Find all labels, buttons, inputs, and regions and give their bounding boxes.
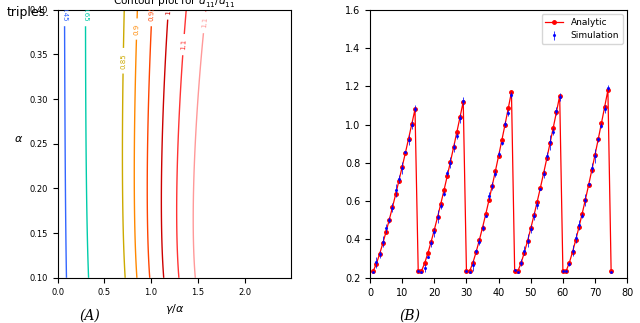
Text: 0.65: 0.65 <box>83 5 88 21</box>
Y-axis label: $\alpha$: $\alpha$ <box>13 134 23 144</box>
Analytic <box>559 269 567 273</box>
Text: (B): (B) <box>399 309 420 323</box>
Analytic <box>607 269 615 273</box>
Text: 1: 1 <box>165 10 172 15</box>
Text: triples.: triples. <box>6 6 49 19</box>
Text: 0.45: 0.45 <box>61 6 68 21</box>
Analytic <box>556 94 564 98</box>
Title: Contour plot for $\hat{d}_{11}^2/\check{d}_{11}^2$: Contour plot for $\hat{d}_{11}^2/\check{… <box>113 0 236 10</box>
Text: 0.95: 0.95 <box>148 5 156 21</box>
Text: (A): (A) <box>79 309 100 323</box>
X-axis label: $\gamma/\alpha$: $\gamma/\alpha$ <box>164 302 184 316</box>
Text: 0.9: 0.9 <box>134 23 140 35</box>
Text: 1.1: 1.1 <box>201 17 208 28</box>
Text: 1.1: 1.1 <box>180 39 187 50</box>
Text: 0.85: 0.85 <box>120 53 126 68</box>
Analytic <box>566 261 573 265</box>
Legend: Analytic, Simulation: Analytic, Simulation <box>541 14 623 44</box>
Line: Analytic: Analytic <box>371 89 613 273</box>
Analytic <box>549 126 557 130</box>
Analytic <box>369 269 377 273</box>
Analytic <box>604 88 612 92</box>
Analytic <box>388 205 396 209</box>
Analytic <box>582 198 589 202</box>
